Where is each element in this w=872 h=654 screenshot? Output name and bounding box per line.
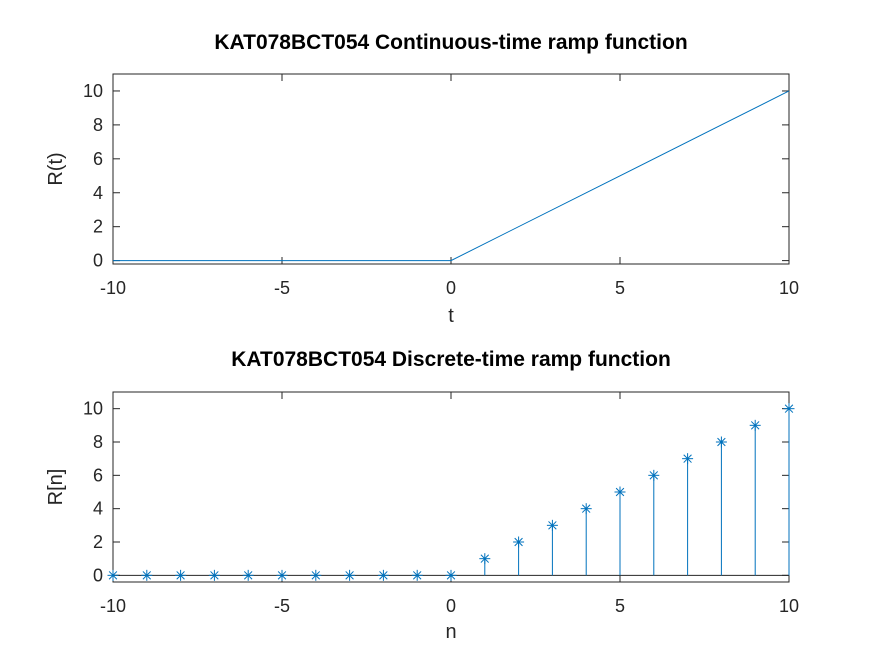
discrete-stem-marker — [682, 453, 694, 465]
discrete-plot-marks — [107, 403, 795, 581]
continuous-ytick-label: 2 — [93, 217, 103, 237]
discrete-stem-marker — [242, 569, 254, 581]
continuous-ytick-label: 8 — [93, 115, 103, 135]
discrete-ramp-plot: KAT078BCT054 Discrete-time ramp function… — [45, 348, 799, 643]
continuous-plot-xlabel: t — [448, 305, 454, 327]
discrete-xtick-label: 10 — [779, 596, 799, 616]
discrete-xtick-label: -10 — [100, 596, 126, 616]
continuous-plot-title: KAT078BCT054 Continuous-time ramp functi… — [214, 31, 687, 54]
discrete-ytick-label: 8 — [93, 432, 103, 452]
discrete-ytick-label: 2 — [93, 532, 103, 552]
discrete-stem-marker — [749, 419, 761, 431]
discrete-plot-ticks: -10 -5 0 5 10 0 2 4 6 8 10 — [83, 392, 799, 616]
discrete-stem-marker — [479, 553, 491, 565]
continuous-xtick-label: 5 — [615, 278, 625, 298]
discrete-xtick-label: 5 — [615, 596, 625, 616]
discrete-stem-marker — [310, 569, 322, 581]
discrete-stem-marker — [783, 403, 795, 415]
continuous-ytick-label: 0 — [93, 251, 103, 271]
discrete-plot-xlabel: n — [445, 621, 456, 643]
discrete-stem-marker — [276, 569, 288, 581]
discrete-stem-marker — [513, 536, 525, 548]
continuous-plot-axes — [112, 73, 790, 265]
continuous-series-line — [113, 90, 790, 262]
continuous-ytick-label: 4 — [93, 183, 103, 203]
discrete-stem-marker — [715, 436, 727, 448]
discrete-stem-marker — [648, 469, 660, 481]
continuous-xtick-label: 10 — [779, 278, 799, 298]
discrete-plot-axes — [112, 391, 790, 583]
discrete-ytick-label: 4 — [93, 499, 103, 519]
discrete-stem-marker — [377, 569, 389, 581]
continuous-plot-ticks: -10 -5 0 5 10 0 2 4 6 8 10 — [83, 74, 799, 298]
discrete-stem-marker — [411, 569, 423, 581]
discrete-plot-ylabel: R[n] — [45, 469, 67, 506]
continuous-ytick-label: 6 — [93, 149, 103, 169]
discrete-stem-marker — [580, 503, 592, 515]
discrete-stem-marker — [614, 486, 626, 498]
continuous-ytick-label: 10 — [83, 81, 103, 101]
discrete-stem-marker — [344, 569, 356, 581]
continuous-xtick-label: -10 — [100, 278, 126, 298]
discrete-xtick-label: -5 — [274, 596, 290, 616]
discrete-plot-title: KAT078BCT054 Discrete-time ramp function — [231, 348, 671, 371]
discrete-stem-marker — [445, 569, 457, 581]
discrete-xtick-label: 0 — [446, 596, 456, 616]
continuous-xtick-label: 0 — [446, 278, 456, 298]
discrete-stem-marker — [208, 569, 220, 581]
continuous-plot-marks — [113, 90, 790, 262]
discrete-stem-marker — [546, 519, 558, 531]
discrete-ytick-label: 10 — [83, 399, 103, 419]
continuous-xtick-label: -5 — [274, 278, 290, 298]
continuous-plot-ylabel: R(t) — [45, 152, 67, 185]
discrete-ytick-label: 6 — [93, 465, 103, 485]
discrete-ytick-label: 0 — [93, 565, 103, 585]
discrete-stem-marker — [107, 569, 119, 581]
continuous-ramp-plot: KAT078BCT054 Continuous-time ramp functi… — [45, 31, 799, 327]
discrete-stem-marker — [175, 569, 187, 581]
discrete-stem-marker — [141, 569, 153, 581]
